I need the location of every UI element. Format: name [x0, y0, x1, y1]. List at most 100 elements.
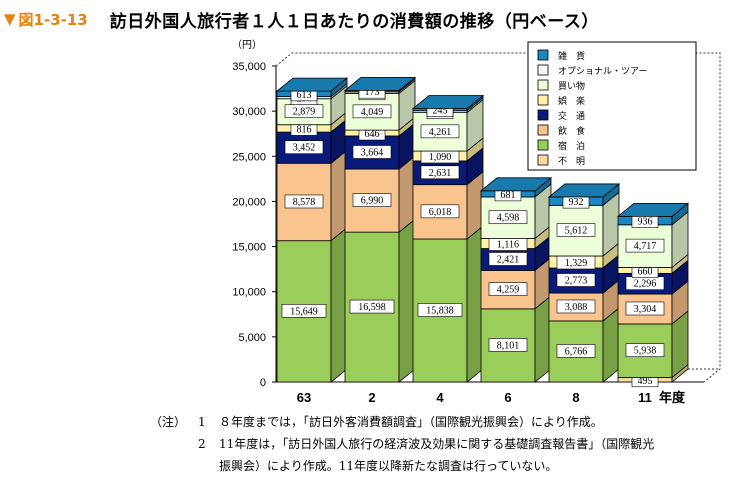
legend-swatch [537, 79, 549, 91]
data-label: 15,649 [290, 306, 318, 317]
data-label-box [556, 299, 596, 314]
y-tick-label: 15,000 [232, 242, 266, 254]
legend-swatch [537, 109, 549, 121]
data-label: 4,259 [497, 285, 520, 296]
legend-label: 買い物 [558, 80, 585, 92]
data-label: 15,838 [426, 306, 454, 317]
y-tick-label: 20,000 [232, 196, 266, 208]
figure-title-row: ▼ 図1-3-13 訪日外国人旅行者１人１日あたりの消費額の推移（円ベース） [4, 4, 599, 34]
legend-swatch [537, 64, 549, 76]
note-number: 2 [198, 437, 206, 451]
y-tick-label: 25,000 [232, 151, 266, 163]
data-label-box [488, 252, 528, 266]
data-label-box [556, 344, 596, 358]
data-label-box [352, 193, 392, 207]
y-axis-unit: （円） [232, 39, 262, 51]
data-label: 681 [501, 190, 516, 201]
bar-top [479, 177, 553, 192]
legend-swatch [537, 139, 549, 151]
data-label: 613 [297, 90, 312, 101]
legend-label: 不 明 [558, 156, 585, 167]
data-label: 1,116 [497, 240, 519, 251]
data-label: 173 [365, 87, 380, 98]
data-label-box [556, 223, 596, 237]
data-label: 4,717 [634, 241, 657, 252]
bar-top [275, 77, 349, 92]
data-label-box [349, 299, 395, 314]
legend-swatch [537, 49, 549, 61]
data-label: 2,421 [497, 254, 520, 265]
data-label-box [417, 303, 463, 317]
data-label: 816 [297, 124, 312, 135]
bar-top [616, 202, 690, 217]
y-tick-label: 30,000 [232, 106, 266, 118]
x-tick-label: 2 [368, 390, 375, 405]
bar-top [343, 77, 417, 91]
data-label-box [284, 194, 324, 209]
data-label: 4,261 [429, 127, 452, 138]
data-label-box [352, 104, 392, 119]
data-label-box [284, 140, 324, 154]
data-label-box [420, 124, 460, 139]
data-label: 2,879 [293, 107, 316, 118]
data-label: 3,452 [293, 143, 316, 154]
x-tick-label: 6 [504, 390, 511, 405]
legend-swatch [537, 124, 549, 136]
figure-title: 訪日外国人旅行者１人１日あたりの消費額の推移（円ベース） [109, 11, 599, 32]
legend-label: 飲 食 [558, 125, 585, 137]
data-label-box [488, 210, 528, 225]
legend-label: 交 通 [558, 110, 585, 122]
legend-label: 雑 貨 [558, 50, 585, 62]
note-text: 振興会）により作成。11年度以降新たな調査は行っていない。 [219, 459, 558, 473]
data-label-box [625, 301, 665, 316]
data-label-box [625, 343, 665, 358]
legend-box [527, 41, 697, 171]
note-prefix: （注） [150, 415, 187, 429]
data-label: 4,049 [361, 107, 384, 118]
data-label: 495 [638, 376, 653, 387]
note-text: ８年度までは，「訪日外客消費額調査」（国際観光振興会）により作成。 [219, 415, 603, 429]
data-label: 245 [433, 106, 448, 117]
data-label-box [488, 338, 528, 352]
note-number: 1 [198, 415, 206, 429]
legend-label: オプショナル・ツアー [558, 66, 647, 77]
x-tick-label: 8 [572, 390, 579, 405]
data-label-box [352, 145, 392, 159]
data-label: 3,664 [361, 147, 384, 158]
legend-swatch [537, 154, 549, 166]
data-label: 2,773 [565, 276, 588, 287]
data-label: 1,090 [429, 152, 452, 163]
data-label: 936 [638, 217, 653, 228]
data-label: 5,612 [565, 226, 588, 237]
data-label: 6,766 [565, 346, 588, 357]
x-tick-label: 63 [297, 390, 311, 405]
y-tick-label: 0 [260, 377, 266, 389]
data-label: 6,990 [361, 196, 384, 207]
triangle-marker-icon: ▼ [4, 10, 16, 28]
y-tick-label: 5,000 [238, 332, 266, 344]
data-label: 16,598 [358, 302, 386, 313]
data-label: 3,304 [634, 304, 657, 315]
x-axis-suffix: 年度 [659, 390, 686, 406]
legend-label: 宿 泊 [558, 140, 585, 152]
data-label: 660 [638, 266, 653, 277]
data-label-box [488, 282, 528, 296]
data-label: 4,598 [497, 213, 520, 224]
data-label: 1,329 [565, 258, 588, 269]
data-label: 932 [569, 197, 584, 208]
data-label-box [420, 165, 460, 180]
stacked-bar-chart: 0 5,000 10,000 15,000 20,000 25,000 30,000 35,0… [232, 39, 721, 406]
bar-top [411, 95, 485, 109]
legend-label: 娯 楽 [558, 95, 585, 107]
figure-number: 図1-3-13 [18, 10, 88, 29]
data-label: 8,578 [293, 197, 316, 208]
data-label: 2,296 [634, 279, 657, 290]
back-frame [275, 52, 721, 383]
y-tick-label: 35,000 [232, 61, 266, 73]
y-tick-label: 10,000 [232, 287, 266, 299]
data-label-box [281, 304, 327, 318]
legend-swatch [537, 94, 549, 106]
x-tick-label: 4 [436, 390, 444, 405]
data-label: 3,088 [565, 302, 588, 313]
data-label: 6,018 [429, 207, 452, 218]
